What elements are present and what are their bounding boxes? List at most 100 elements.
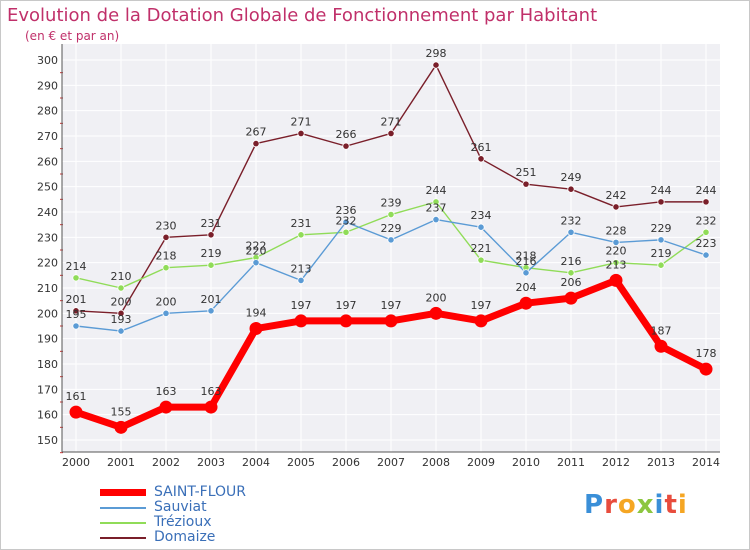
legend-label: Sauviat [154, 499, 207, 515]
data-label: 261 [471, 141, 492, 154]
legend-item-saint-flour[interactable]: SAINT-FLOUR [100, 485, 246, 500]
data-label: 218 [156, 250, 177, 263]
data-label: 197 [336, 299, 357, 312]
data-label: 214 [66, 260, 87, 273]
data-label: 228 [606, 224, 627, 237]
x-tick-label: 2012 [602, 456, 630, 469]
data-point [207, 231, 215, 239]
data-point [72, 274, 80, 282]
chart-title: Evolution de la Dotation Globale de Fonc… [7, 5, 598, 26]
data-label: 236 [336, 204, 357, 217]
data-label: 232 [696, 214, 717, 227]
data-point [702, 198, 710, 206]
data-label: 187 [651, 324, 672, 337]
data-label: 219 [651, 247, 672, 260]
data-point [69, 405, 83, 419]
data-label: 266 [336, 128, 357, 141]
data-label: 271 [381, 115, 402, 128]
y-tick-label: 150 [37, 434, 58, 447]
data-point [159, 400, 173, 414]
y-tick-label: 160 [37, 409, 58, 422]
x-tick-label: 2010 [512, 456, 540, 469]
data-point [117, 327, 125, 335]
data-point [477, 256, 485, 264]
data-label: 218 [516, 250, 537, 263]
data-label: 229 [651, 222, 672, 235]
data-label: 204 [516, 281, 537, 294]
x-tick-label: 2007 [377, 456, 405, 469]
data-point [432, 198, 440, 206]
x-tick-label: 2003 [197, 456, 225, 469]
legend-swatch [100, 489, 146, 496]
data-label: 244 [696, 184, 717, 197]
data-point [522, 269, 530, 277]
data-point [612, 203, 620, 211]
data-point [612, 259, 620, 267]
y-tick-label: 280 [37, 105, 58, 118]
data-label: 197 [291, 299, 312, 312]
x-tick-label: 2008 [422, 456, 450, 469]
data-point [297, 276, 305, 284]
data-point [204, 400, 218, 414]
data-point [72, 322, 80, 330]
data-label: 200 [156, 295, 177, 308]
data-label: 231 [201, 217, 222, 230]
legend: SAINT-FLOUR Sauviat Trézioux Domaize [100, 485, 246, 545]
data-point [654, 339, 668, 353]
data-label: 234 [471, 209, 492, 222]
chart-subtitle: (en € et par an) [25, 29, 120, 43]
x-tick-label: 2002 [152, 456, 180, 469]
data-label: 232 [561, 214, 582, 227]
data-label: 230 [156, 219, 177, 232]
data-label: 194 [246, 307, 267, 320]
data-point [564, 291, 578, 305]
data-label: 251 [516, 166, 537, 179]
data-point [297, 231, 305, 239]
data-point [162, 309, 170, 317]
data-label: 200 [426, 291, 447, 304]
data-point [702, 251, 710, 259]
data-point [477, 223, 485, 231]
data-point [474, 314, 488, 328]
data-point [657, 198, 665, 206]
data-point [612, 238, 620, 246]
data-point [609, 273, 623, 287]
data-point [432, 216, 440, 224]
data-point [657, 261, 665, 269]
data-label: 229 [381, 222, 402, 235]
data-label: 216 [561, 255, 582, 268]
legend-item-trezioux[interactable]: Trézioux [100, 515, 246, 530]
data-label: 232 [336, 214, 357, 227]
data-point [567, 185, 575, 193]
legend-item-sauviat[interactable]: Sauviat [100, 500, 246, 515]
x-tick-label: 2000 [62, 456, 90, 469]
data-label: 222 [246, 240, 267, 253]
data-label: 231 [291, 217, 312, 230]
legend-label: SAINT-FLOUR [154, 484, 246, 500]
data-point [252, 259, 260, 267]
x-tick-label: 2013 [647, 456, 675, 469]
y-tick-label: 240 [37, 206, 58, 219]
data-label: 244 [426, 184, 447, 197]
data-point [387, 129, 395, 138]
data-label: 242 [606, 189, 627, 202]
legend-item-domaize[interactable]: Domaize [100, 530, 246, 545]
data-point [699, 362, 713, 376]
x-tick-label: 2004 [242, 456, 270, 469]
y-tick-label: 200 [37, 307, 58, 320]
data-point [72, 307, 80, 315]
data-point [207, 261, 215, 269]
y-tick-label: 220 [37, 257, 58, 270]
data-point [117, 309, 125, 317]
data-label: 210 [111, 270, 132, 283]
data-label: 298 [426, 47, 447, 60]
y-tick-label: 250 [37, 181, 58, 194]
data-label: 216 [516, 255, 537, 268]
data-label: 200 [111, 295, 132, 308]
y-tick-label: 260 [37, 155, 58, 168]
data-point [702, 228, 710, 236]
data-point [522, 180, 530, 188]
data-label: 178 [696, 347, 717, 360]
data-label: 221 [471, 242, 492, 255]
